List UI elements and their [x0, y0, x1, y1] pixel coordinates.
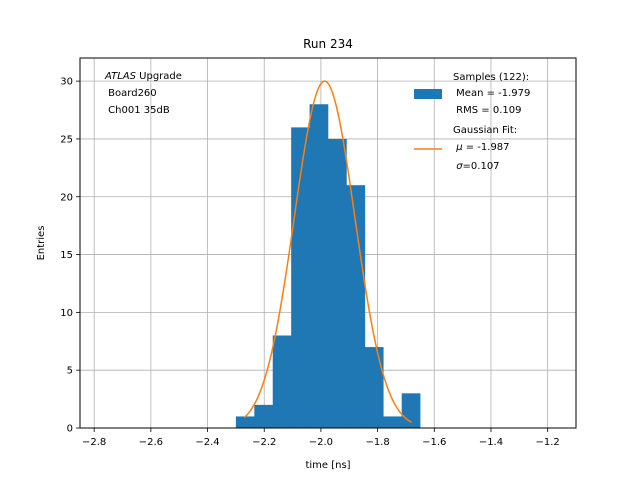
x-tick-label: −1.2 [536, 437, 560, 448]
histogram-bar [254, 404, 274, 428]
histogram-bar [272, 335, 292, 428]
legend-fit-title: Gaussian Fit: [453, 125, 517, 136]
x-axis-ticks: −2.8 −2.6 −2.4 −2.2 −2.0 −1.8 −1.6 −1.4 −1.2 [82, 428, 560, 448]
plot-frame [79, 57, 577, 429]
x-tick-label: −2.4 [195, 437, 219, 448]
histogram-bar [383, 416, 402, 428]
x-tick-label: −2.0 [309, 437, 333, 448]
legend-fit-mu: μ = -1.987 [453, 142, 510, 153]
gaussian-fit-curve [243, 80, 412, 423]
histogram-bar [328, 138, 347, 428]
x-tick-label: −1.4 [479, 437, 503, 448]
annotation-atlas: ATLAS [104, 71, 137, 82]
annotation-upgrade: Upgrade [136, 71, 182, 82]
legend-samples-title: Samples (122): [453, 72, 529, 83]
histogram-bar [309, 104, 329, 428]
legend-mu-value: = -1.987 [463, 142, 510, 153]
legend-samples-swatch [414, 89, 442, 99]
histogram-bar [364, 347, 384, 428]
y-tick-label: 20 [60, 192, 73, 203]
legend-mu-symbol: μ [455, 142, 462, 153]
x-tick-label: −1.6 [422, 437, 446, 448]
y-tick-label: 15 [60, 250, 73, 261]
x-axis-label: time [ns] [305, 460, 350, 471]
legend-fit-sigma: σ=0.107 [453, 161, 500, 172]
y-axis-ticks: 0 5 10 15 20 25 30 [60, 77, 80, 435]
y-tick-label: 10 [60, 308, 73, 319]
y-tick-label: 25 [60, 134, 73, 145]
y-tick-label: 30 [60, 77, 73, 88]
legend-samples-mean: Mean = -1.979 [453, 88, 530, 99]
y-tick-label: 0 [67, 424, 73, 435]
histogram-bar [346, 185, 366, 428]
annotation-line-1: ATLAS Upgrade [104, 71, 182, 82]
x-tick-label: −2.6 [139, 437, 163, 448]
histogram-bar [235, 416, 255, 428]
x-tick-label: −2.2 [252, 437, 276, 448]
gaussian-fit [243, 80, 412, 423]
legend-sigma-value: =0.107 [463, 161, 500, 172]
annotation-line-3: Ch001 35dB [105, 105, 170, 116]
annotation: ATLAS Upgrade Board260 Ch001 35dB [104, 71, 182, 116]
x-tick-label: −1.8 [365, 437, 389, 448]
legend: Samples (122): Mean = -1.979 RMS = 0.109… [414, 72, 530, 172]
annotation-line-2: Board260 [105, 88, 157, 99]
y-axis-label: Entries [36, 226, 47, 261]
legend-samples-rms: RMS = 0.109 [453, 105, 521, 116]
legend-sigma-symbol: σ [456, 161, 463, 172]
chart-title: Run 234 [303, 37, 353, 51]
y-tick-label: 5 [67, 366, 73, 377]
x-tick-label: −2.8 [82, 437, 106, 448]
